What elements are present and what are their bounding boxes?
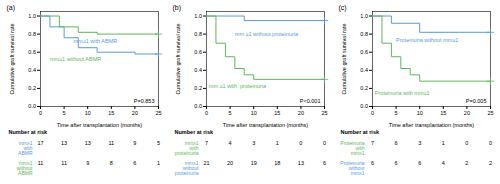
svg-text:0.0: 0.0 [194, 103, 202, 109]
svg-text:Number at risk: Number at risk [9, 129, 48, 135]
svg-text:13: 13 [85, 140, 91, 146]
svg-text:0: 0 [299, 140, 302, 146]
svg-text:0.4: 0.4 [28, 67, 36, 73]
svg-text:mm≥1withABMR: mm≥1withABMR [18, 140, 33, 156]
svg-text:0: 0 [489, 140, 492, 146]
svg-text:Number at risk: Number at risk [341, 129, 380, 135]
svg-text:5: 5 [157, 140, 160, 146]
svg-text:20: 20 [132, 110, 138, 116]
svg-text:Proteinuria without mm≥1: Proteinuria without mm≥1 [396, 37, 458, 43]
svg-text:0: 0 [323, 140, 326, 146]
svg-text:6: 6 [133, 160, 136, 166]
svg-text:Time after transplantation (mo: Time after transplantation (months) [223, 122, 309, 128]
svg-text:0.2: 0.2 [194, 85, 202, 91]
svg-text:Cumulative graft survival rate: Cumulative graft survival rate [9, 23, 15, 94]
svg-text:0.6: 0.6 [28, 49, 36, 55]
svg-text:21: 21 [203, 160, 209, 166]
svg-text:0.8: 0.8 [28, 31, 36, 37]
svg-text:15: 15 [440, 110, 446, 116]
svg-text:mm ≥1 without proteinuria: mm ≥1 without proteinuria [235, 31, 299, 37]
svg-text:11: 11 [108, 140, 114, 146]
svg-text:0.6: 0.6 [194, 49, 202, 55]
svg-text:0.2: 0.2 [360, 85, 368, 91]
svg-text:20: 20 [227, 160, 233, 166]
svg-text:1.0: 1.0 [194, 13, 202, 19]
svg-text:10: 10 [417, 110, 423, 116]
svg-text:P=0.853: P=0.853 [134, 98, 155, 104]
svg-text:Proteinuria with mm≥1: Proteinuria with mm≥1 [375, 90, 430, 96]
svg-text:4: 4 [229, 140, 232, 146]
svg-text:6: 6 [323, 160, 326, 166]
svg-text:8: 8 [110, 160, 113, 166]
svg-text:25: 25 [155, 110, 161, 116]
svg-text:6: 6 [395, 160, 398, 166]
svg-text:7: 7 [205, 140, 208, 146]
svg-text:0.8: 0.8 [194, 31, 202, 37]
svg-text:0: 0 [465, 140, 468, 146]
svg-text:0.4: 0.4 [360, 67, 368, 73]
svg-text:17: 17 [37, 140, 43, 146]
svg-text:0: 0 [371, 110, 374, 116]
svg-text:0: 0 [39, 110, 42, 116]
svg-text:15: 15 [108, 110, 114, 116]
svg-text:20: 20 [464, 110, 470, 116]
svg-text:10: 10 [85, 110, 91, 116]
svg-text:19: 19 [251, 160, 257, 166]
svg-text:0.8: 0.8 [360, 31, 368, 37]
svg-text:18: 18 [274, 160, 280, 166]
svg-text:13: 13 [61, 140, 67, 146]
svg-text:1.0: 1.0 [28, 13, 36, 19]
svg-text:15: 15 [274, 110, 280, 116]
svg-text:0.0: 0.0 [360, 103, 368, 109]
svg-text:6: 6 [371, 160, 374, 166]
svg-text:0.2: 0.2 [28, 85, 36, 91]
svg-text:(b): (b) [173, 4, 182, 12]
svg-text:Number at risk: Number at risk [175, 129, 214, 135]
svg-text:mm ≥1 with proteinuria: mm ≥1 with proteinuria [209, 83, 267, 89]
svg-text:11: 11 [61, 160, 67, 166]
svg-text:mm≥1 with ABMR: mm≥1 with ABMR [74, 38, 118, 44]
svg-text:(a): (a) [7, 4, 16, 12]
svg-text:mm≥1withproteinuria: mm≥1withproteinuria [175, 140, 199, 156]
svg-text:20: 20 [298, 110, 304, 116]
svg-text:mm≥1withoutABMR: mm≥1withoutABMR [17, 160, 33, 176]
svg-text:2: 2 [489, 160, 492, 166]
svg-text:Cumulative graft survival rate: Cumulative graft survival rate [341, 23, 347, 94]
svg-text:25: 25 [487, 110, 493, 116]
svg-text:9: 9 [86, 160, 89, 166]
svg-text:mm≥1withoutproteinuria: mm≥1withoutproteinuria [175, 160, 199, 176]
svg-text:5: 5 [395, 110, 398, 116]
svg-text:1: 1 [442, 140, 445, 146]
svg-text:25: 25 [321, 110, 327, 116]
svg-text:P<0.001: P<0.001 [300, 98, 321, 104]
svg-text:Cumulative graft survival rate: Cumulative graft survival rate [175, 23, 181, 94]
svg-text:5: 5 [229, 110, 232, 116]
svg-text:10: 10 [251, 110, 257, 116]
svg-text:0.4: 0.4 [194, 67, 202, 73]
svg-text:1: 1 [276, 140, 279, 146]
svg-text:0: 0 [205, 110, 208, 116]
svg-text:Proteinuriawithoutmm≥1: Proteinuriawithoutmm≥1 [340, 160, 365, 176]
svg-text:Time after transplantation (mo: Time after transplantation (months) [57, 122, 143, 128]
svg-text:11: 11 [38, 160, 44, 166]
svg-text:9: 9 [133, 140, 136, 146]
svg-text:1: 1 [157, 160, 160, 166]
svg-text:Time after transplantation (mo: Time after transplantation (months) [389, 122, 475, 128]
svg-text:1.0: 1.0 [360, 13, 368, 19]
svg-text:2: 2 [465, 160, 468, 166]
svg-text:0.6: 0.6 [360, 49, 368, 55]
svg-text:7: 7 [371, 140, 374, 146]
svg-text:6: 6 [418, 160, 421, 166]
svg-text:3: 3 [252, 140, 255, 146]
svg-text:6: 6 [395, 140, 398, 146]
svg-text:13: 13 [298, 160, 304, 166]
svg-text:P=0.005: P=0.005 [466, 98, 487, 104]
svg-text:3: 3 [418, 140, 421, 146]
svg-text:(c): (c) [339, 4, 347, 12]
svg-text:Proteinuriawithmm≥1: Proteinuriawithmm≥1 [340, 140, 364, 156]
svg-text:4: 4 [442, 160, 445, 166]
svg-text:5: 5 [63, 110, 66, 116]
svg-text:mm≥1 without ABMR: mm≥1 without ABMR [50, 56, 101, 62]
svg-text:0.0: 0.0 [28, 103, 36, 109]
